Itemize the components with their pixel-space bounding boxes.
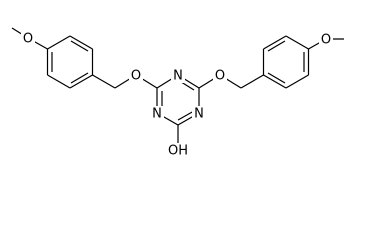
atom-label: O — [215, 69, 225, 84]
atom-label: O — [321, 33, 331, 48]
molecule: O O N O O N N OH — [11, 27, 344, 159]
atom-label: O — [23, 32, 33, 47]
atom-label: N — [173, 69, 183, 84]
atom-label: O — [131, 69, 141, 84]
atom-label: N — [152, 107, 162, 122]
atom-label: N — [194, 107, 204, 122]
atom-labels: O O N O O N N OH — [21, 31, 333, 159]
atom-label: OH — [168, 144, 188, 159]
bonds — [11, 27, 344, 150]
